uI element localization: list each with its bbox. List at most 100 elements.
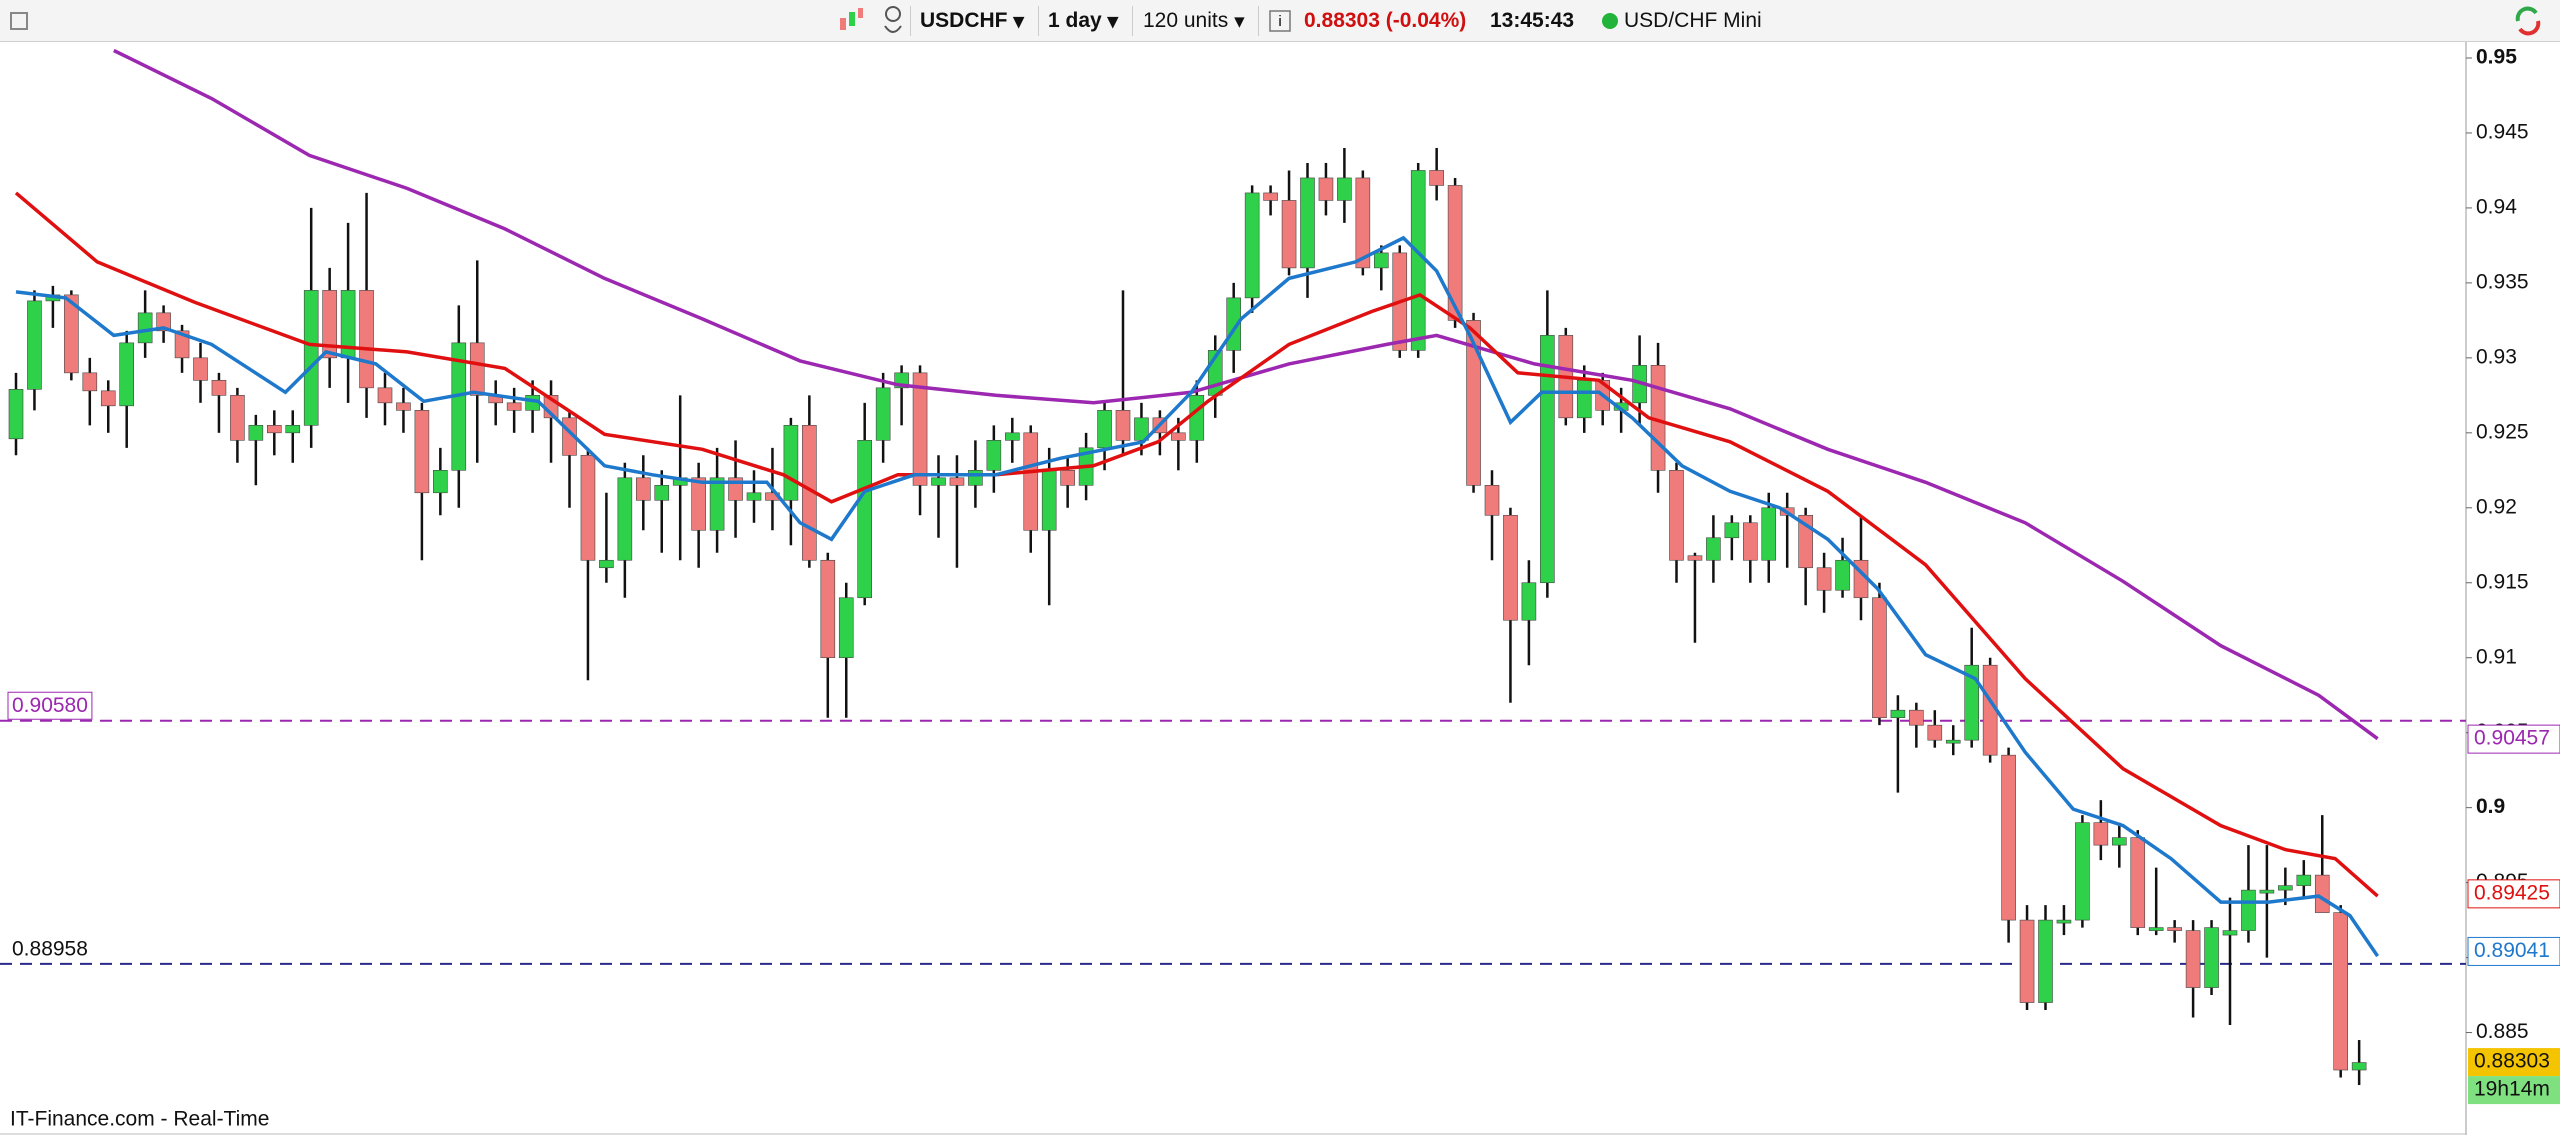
y-tick-label: 0.95 <box>2476 46 2517 69</box>
candle-body <box>27 300 42 390</box>
candle-body <box>1945 739 1961 744</box>
candle-body <box>2185 930 2201 988</box>
candle-body <box>1743 522 1758 561</box>
candle-body <box>1706 537 1721 561</box>
instrument: USD/CHF Mini <box>1624 9 1762 32</box>
candle-body <box>451 342 467 471</box>
candle-body <box>1115 410 1131 441</box>
candle-body <box>137 312 153 344</box>
candle-body <box>1023 432 1039 531</box>
candle-body <box>64 294 79 374</box>
level-label: 0.88958 <box>12 937 88 960</box>
last-value-label: 0.89425 <box>2474 881 2550 904</box>
candle-body <box>912 372 928 486</box>
quote: 0.88303 (-0.04%) <box>1304 9 1467 32</box>
candle-body <box>2259 889 2275 894</box>
candle-body <box>8 389 24 440</box>
candle-body <box>2093 822 2109 846</box>
candle-body <box>2167 927 2182 931</box>
svg-text:i: i <box>1278 13 1281 30</box>
window-icon[interactable] <box>8 0 30 42</box>
y-tick-label: 0.94 <box>2476 195 2517 218</box>
candle-body <box>2296 874 2312 886</box>
candle-body <box>1872 597 1887 718</box>
candle-body <box>1964 664 1979 741</box>
candle-body <box>931 477 946 486</box>
candle-body <box>1410 170 1426 351</box>
candle-body <box>2278 885 2293 891</box>
last-value-label: 0.90457 <box>2474 727 2550 750</box>
level-label-box <box>7 691 93 720</box>
info-icon[interactable]: i <box>1268 0 1292 42</box>
candle-body <box>2351 1062 2367 1071</box>
candle-body <box>100 390 116 407</box>
price-tag <box>2468 1048 2560 1077</box>
y-tick-label: 0.915 <box>2476 570 2529 593</box>
candle-body <box>838 597 854 659</box>
candle-body <box>1355 177 1371 269</box>
countdown-tag <box>2468 1076 2560 1105</box>
candle-body <box>359 290 374 389</box>
indicator-icon[interactable] <box>880 0 906 42</box>
candle-body <box>691 477 706 531</box>
candle-body <box>285 425 301 434</box>
candle-body <box>248 425 264 441</box>
refresh-icon[interactable] <box>2510 0 2546 42</box>
symbol-text: USDCHF <box>920 9 1008 32</box>
candle-body <box>2204 927 2219 988</box>
y-tick-label: 0.91 <box>2476 645 2517 668</box>
candle-body <box>1374 252 1389 269</box>
y-tick-label: 0.885 <box>2476 1020 2529 1043</box>
candle-body <box>654 484 670 501</box>
last-value-label: 0.89041 <box>2474 939 2550 962</box>
candle-body <box>2019 919 2035 1003</box>
candle-body <box>986 440 1002 471</box>
status-dot <box>1600 0 1620 42</box>
candle-body <box>820 559 836 659</box>
candle-body <box>2148 927 2164 931</box>
last-value-tag <box>2467 879 2560 909</box>
period[interactable]: 1 day ▾ <box>1048 9 1119 33</box>
candle-body <box>1724 522 1740 539</box>
candle-body <box>469 342 485 396</box>
units-text: 120 units <box>1143 9 1229 32</box>
candle-body <box>266 425 282 434</box>
candle-body <box>433 470 448 494</box>
candle-body <box>1171 432 1186 441</box>
candle-body <box>2001 754 2016 921</box>
candle-body <box>783 425 799 501</box>
moving-average <box>113 48 2379 741</box>
y-tick-label: 0.93 <box>2476 345 2517 368</box>
candle-body <box>2241 889 2256 931</box>
y-tick-label: 0.935 <box>2476 270 2529 293</box>
candle-body <box>1300 177 1315 269</box>
last-value-tag <box>2467 936 2560 966</box>
candle-body <box>580 455 596 561</box>
chart: IT-Finance.com - Real-Time 0.95 0.945 0.94… <box>0 42 2560 1135</box>
y-tick-label: 0.9 <box>2476 795 2505 818</box>
candle-body <box>617 477 633 561</box>
candle-body <box>2222 930 2238 936</box>
candle-body <box>1337 177 1352 201</box>
candle-body <box>1004 432 1020 441</box>
candle-body <box>2333 912 2348 1071</box>
candle-body <box>156 312 171 332</box>
candle-body <box>1097 410 1112 449</box>
symbol[interactable]: USDCHF ▾ <box>920 9 1024 33</box>
candle-body <box>875 387 891 441</box>
y-tick-label: 0.92 <box>2476 495 2517 518</box>
candle-body <box>211 380 227 396</box>
candle-body <box>322 290 337 359</box>
chart-type-icon[interactable] <box>836 0 866 42</box>
candle-body <box>746 492 762 501</box>
candle-body <box>1669 470 1684 561</box>
candle-body <box>506 402 522 411</box>
candle-body <box>709 477 725 531</box>
units[interactable]: 120 units ▾ <box>1143 9 1245 33</box>
candle-body <box>857 440 873 599</box>
candle-body <box>82 372 98 392</box>
candle-body <box>1503 514 1518 621</box>
candle-body <box>2314 874 2330 913</box>
clock: 13:45:43 <box>1490 9 1575 32</box>
